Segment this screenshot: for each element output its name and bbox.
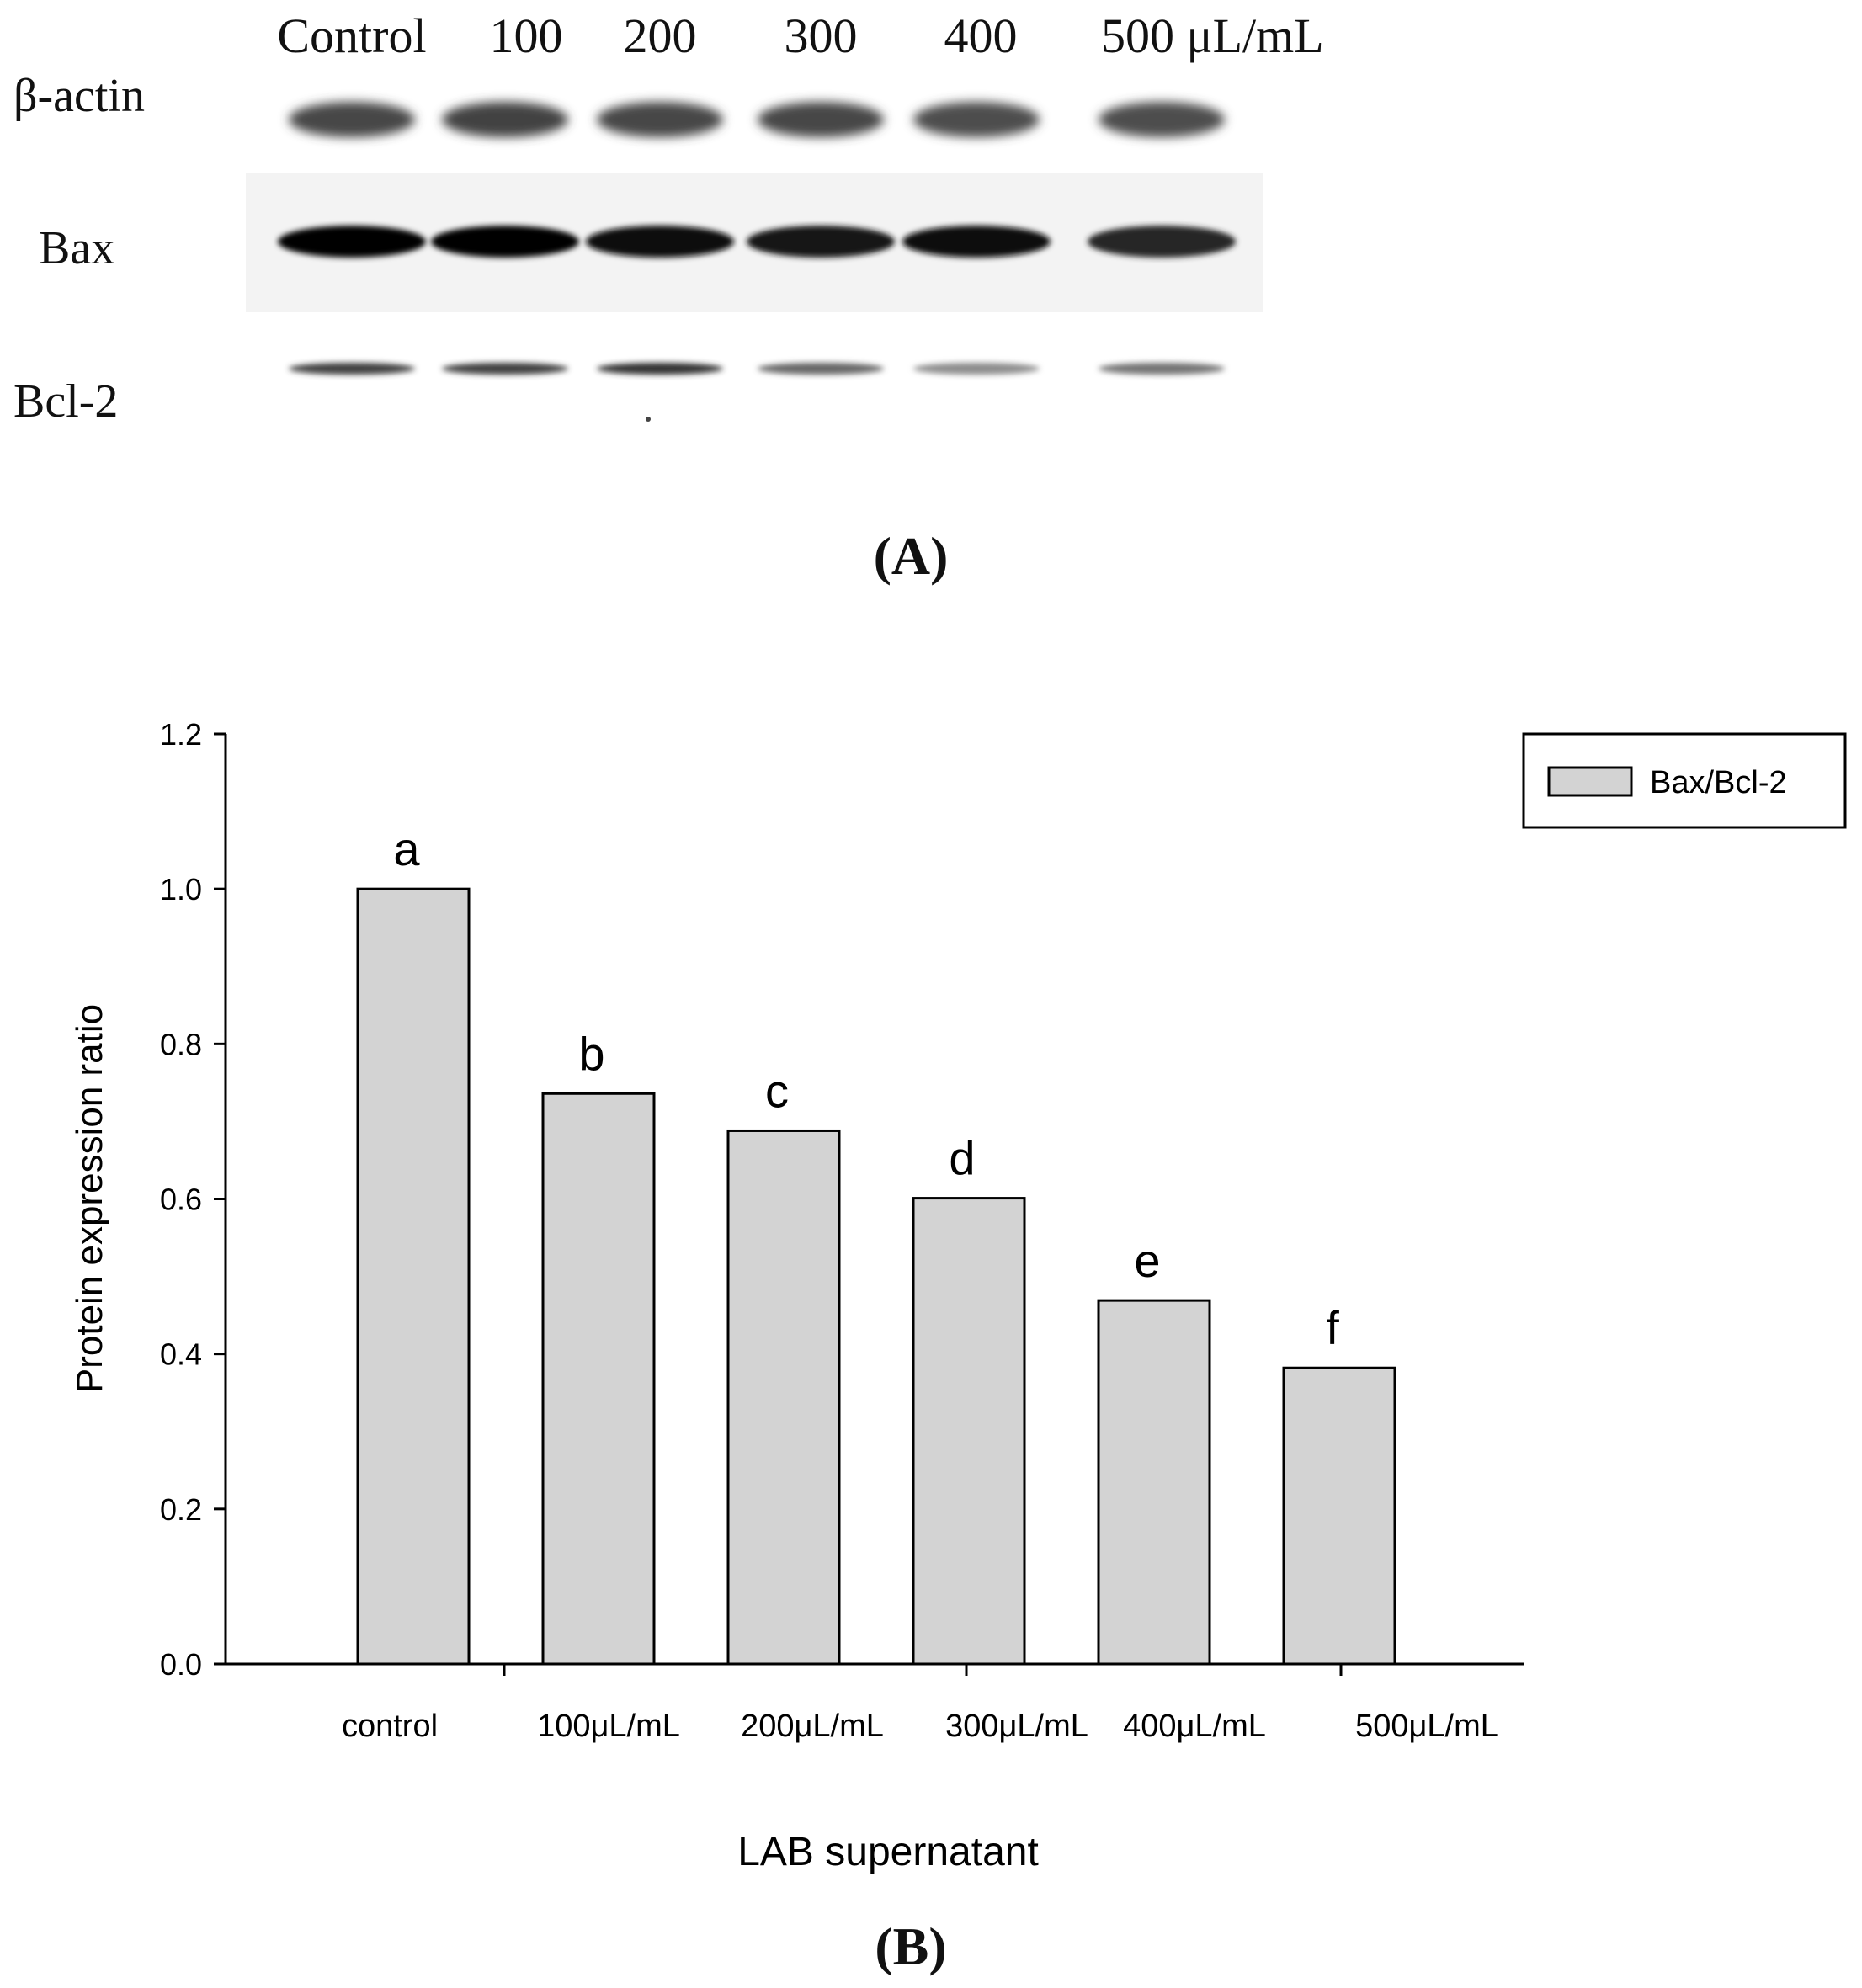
- lane-label: Control: [277, 8, 426, 63]
- beta-actin-band: [913, 102, 1040, 137]
- significance-letter: b: [578, 1027, 604, 1080]
- bcl2-band: [597, 363, 723, 375]
- x-axis-ticks: control 100μL/mL 200μL/mL 300μL/mL 400μL/mL 5…: [342, 1664, 1498, 1744]
- significance-letter: e: [1134, 1234, 1160, 1287]
- row-label-beta-actin: β-actin: [13, 70, 145, 122]
- bcl2-band: [758, 363, 884, 375]
- lane-label: 200: [624, 8, 697, 63]
- y-tick-label: 0.0: [160, 1647, 202, 1682]
- lane-label: 100: [490, 8, 563, 63]
- bcl2-band: [913, 363, 1040, 375]
- bar: [356, 887, 471, 1666]
- bax-band: [586, 226, 734, 258]
- y-tick-label: 0.4: [160, 1337, 202, 1372]
- bax-band: [431, 226, 579, 258]
- bars: a b c d e f: [356, 822, 1396, 1666]
- y-tick-label: 1.2: [160, 717, 202, 752]
- y-tick-label: 1.0: [160, 872, 202, 906]
- bar-chart: 0.0 0.2 0.4 0.6 0.8 1.0 1.2 a b c d e f control 100μ…: [69, 717, 1847, 1976]
- x-tick-label: 400μL/mL: [1123, 1709, 1266, 1744]
- bax-band: [278, 226, 426, 258]
- beta-actin-band: [289, 102, 415, 137]
- legend-label: Bax/Bcl-2: [1650, 765, 1787, 800]
- legend-swatch: [1547, 766, 1633, 797]
- x-axis-title: LAB supernatant: [737, 1830, 1039, 1874]
- bcl2-band: [442, 363, 568, 375]
- bar: [912, 1197, 1026, 1666]
- significance-letter: f: [1326, 1301, 1339, 1354]
- beta-actin-band: [442, 102, 568, 137]
- y-tick-label: 0.6: [160, 1183, 202, 1217]
- legend: Bax/Bcl-2: [1522, 732, 1847, 829]
- lane-label: 300: [785, 8, 858, 63]
- blot-speck: [646, 417, 651, 422]
- bar: [1097, 1299, 1211, 1666]
- blot-bands: [278, 102, 1236, 375]
- bax-band: [747, 226, 895, 258]
- bax-band: [1088, 226, 1236, 258]
- row-label-bcl2: Bcl-2: [13, 375, 118, 428]
- x-tick-label: 100μL/mL: [537, 1709, 680, 1744]
- beta-actin-band: [597, 102, 723, 137]
- lane-label: 500 μL/mL: [1101, 8, 1324, 63]
- lane-label: 400: [944, 8, 1018, 63]
- x-tick-label: 300μL/mL: [945, 1709, 1088, 1744]
- y-tick-label: 0.2: [160, 1492, 202, 1527]
- y-axis-title: Protein expression ratio: [69, 1004, 110, 1393]
- panel-b-caption: (B): [875, 1916, 946, 1976]
- y-axis-ticks: 0.0 0.2 0.4 0.6 0.8 1.0 1.2: [160, 717, 226, 1682]
- bar: [1282, 1366, 1396, 1666]
- bcl2-band: [1099, 363, 1225, 375]
- panel-a-caption: (A): [874, 526, 949, 586]
- x-tick-label: 200μL/mL: [741, 1709, 884, 1744]
- y-tick-label: 0.8: [160, 1027, 202, 1061]
- bax-band: [902, 226, 1051, 258]
- beta-actin-band: [758, 102, 884, 137]
- x-tick-label: 500μL/mL: [1355, 1709, 1498, 1744]
- beta-actin-band: [1099, 102, 1225, 137]
- bar: [726, 1129, 841, 1666]
- row-label-bax: Bax: [39, 222, 114, 274]
- significance-letter: d: [949, 1132, 975, 1185]
- row-labels: β-actin Bax Bcl-2: [13, 70, 145, 428]
- significance-letter: c: [765, 1064, 789, 1117]
- lane-labels: Control 100 200 300 400 500 μL/mL: [277, 8, 1323, 63]
- x-tick-label: control: [342, 1709, 438, 1744]
- western-blot-panel: Control 100 200 300 400 500 μL/mL β-acti…: [13, 8, 1324, 586]
- bar: [541, 1092, 656, 1666]
- bcl2-band: [289, 363, 415, 375]
- significance-letter: a: [393, 822, 420, 875]
